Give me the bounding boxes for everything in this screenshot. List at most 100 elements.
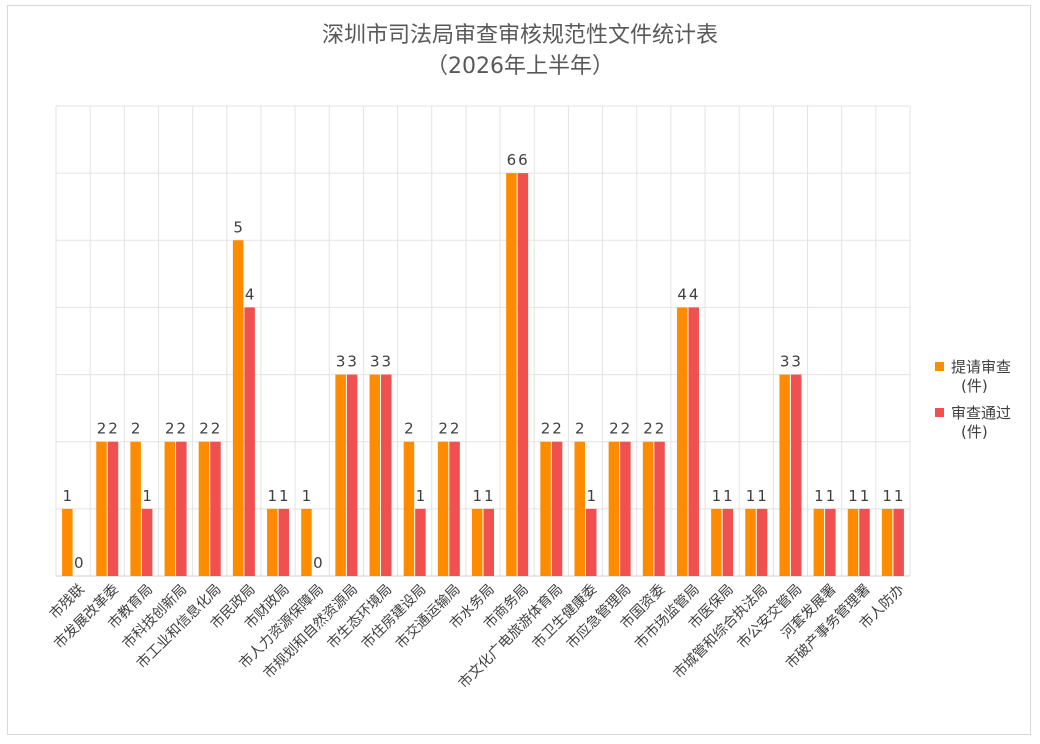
bars (62, 173, 904, 577)
data-label: 2 (655, 420, 665, 438)
data-label: 1 (484, 487, 494, 505)
bar-series-1 (813, 508, 825, 576)
bar-series-1 (62, 508, 73, 576)
bar-series-1 (267, 508, 278, 576)
bar-series-2 (415, 508, 426, 576)
legend-label: 提请审查(件) (951, 358, 1011, 395)
data-label: 1 (894, 487, 904, 505)
bar-series-1 (130, 441, 141, 576)
data-label: 2 (541, 420, 551, 438)
data-label: 2 (404, 420, 414, 438)
bar-series-2 (244, 307, 255, 576)
data-label: 2 (621, 420, 631, 438)
data-label: 2 (643, 420, 653, 438)
data-label: 5 (233, 218, 243, 236)
bar-series-1 (403, 441, 415, 576)
data-label: 4 (245, 285, 255, 303)
bar-series-2 (210, 441, 221, 576)
data-label: 3 (370, 353, 380, 371)
data-label: 2 (165, 420, 175, 438)
data-label: 2 (177, 420, 187, 438)
data-label: 6 (507, 151, 517, 169)
data-label: 1 (723, 487, 733, 505)
bar-series-1 (335, 374, 346, 576)
data-label: 2 (609, 420, 619, 438)
data-label: 1 (826, 487, 836, 505)
bar-series-2 (688, 307, 699, 576)
data-label: 2 (199, 420, 209, 438)
data-label: 1 (279, 487, 289, 505)
bar-series-1 (540, 441, 551, 576)
data-label: 1 (416, 487, 426, 505)
bar-series-2 (346, 374, 358, 576)
bar-series-2 (517, 173, 529, 576)
data-label: 3 (791, 353, 801, 371)
bar-series-1 (574, 441, 585, 576)
chart-title: 深圳市司法局审查审核规范性文件统计表 (322, 23, 718, 48)
data-label: 1 (712, 487, 722, 505)
bar-series-1 (881, 508, 893, 576)
bar-series-2 (825, 508, 836, 576)
data-label: 2 (552, 420, 562, 438)
bar-series-2 (620, 441, 631, 576)
data-label: 3 (780, 353, 790, 371)
bar-series-2 (381, 374, 392, 576)
bar-series-2 (107, 441, 119, 576)
bar-series-2 (278, 508, 290, 576)
data-label: 1 (142, 487, 152, 505)
data-label: 3 (347, 353, 357, 371)
legend: 提请审查(件) 审查通过(件) (935, 358, 1011, 441)
bar-series-1 (301, 508, 312, 576)
bar-series-2 (859, 508, 870, 576)
data-label: 1 (302, 487, 312, 505)
bar-series-1 (232, 240, 244, 577)
data-label: 1 (848, 487, 858, 505)
bar-series-1 (96, 441, 107, 576)
bar-series-2 (483, 508, 494, 576)
bar-series-1 (198, 441, 210, 576)
bar-series-1 (676, 307, 688, 576)
bar-series-1 (745, 508, 756, 576)
data-label: 4 (677, 285, 687, 303)
gridlines (55, 105, 911, 577)
x-tick-labels: 市残联市发展改革委市教育局市科技创新局市工业和信息化局市民政局市财政局市人力资源… (46, 581, 908, 692)
bar-series-1 (369, 374, 381, 576)
data-label: 1 (860, 487, 870, 505)
chart-subtitle: （2026年上半年） (426, 54, 614, 79)
data-label: 4 (689, 285, 699, 303)
data-label: 1 (814, 487, 824, 505)
data-label: 1 (472, 487, 482, 505)
data-label: 1 (63, 487, 73, 505)
bar-series-1 (711, 508, 722, 576)
data-label: 1 (268, 487, 278, 505)
data-label: 2 (97, 420, 107, 438)
bar-series-2 (449, 441, 460, 576)
data-label: 3 (381, 353, 391, 371)
bar-series-2 (722, 508, 734, 576)
data-label: 2 (131, 420, 141, 438)
data-label: 2 (211, 420, 221, 438)
bar-series-1 (472, 508, 483, 576)
data-label: 2 (450, 420, 460, 438)
data-label: 1 (586, 487, 596, 505)
legend-swatch (935, 408, 944, 417)
bar-series-1 (779, 374, 790, 576)
data-label: 2 (108, 420, 118, 438)
bar-series-1 (608, 441, 620, 576)
data-label: 2 (575, 420, 585, 438)
bar-series-2 (756, 508, 768, 576)
data-label: 2 (438, 420, 448, 438)
bar-series-2 (893, 508, 904, 576)
bar-series-2 (551, 441, 563, 576)
legend-label: 审查通过(件) (951, 404, 1011, 441)
data-label: 0 (74, 554, 84, 572)
legend-swatch (935, 362, 944, 371)
data-label: 1 (746, 487, 756, 505)
bar-series-2 (654, 441, 665, 576)
data-label: 1 (757, 487, 767, 505)
bar-series-2 (176, 441, 187, 576)
bar-series-1 (847, 508, 859, 576)
bar-series-1 (164, 441, 176, 576)
